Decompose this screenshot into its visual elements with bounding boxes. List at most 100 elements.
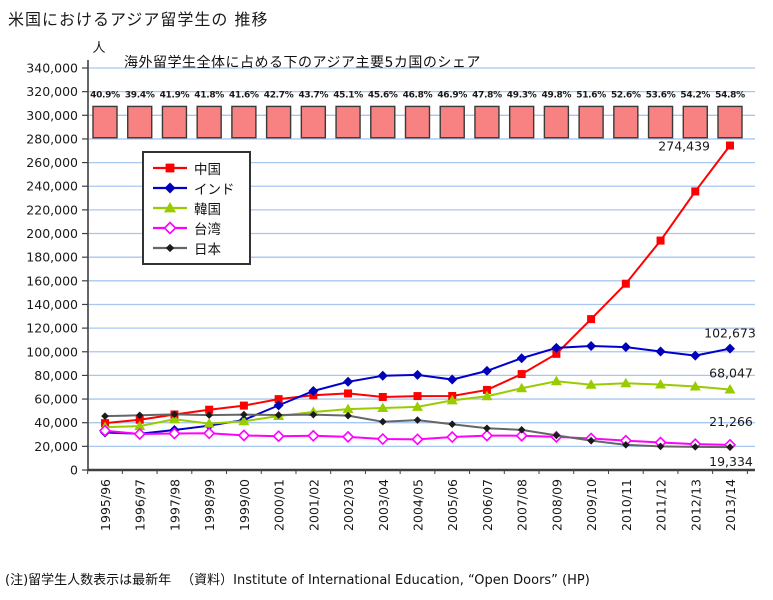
open-diamond-marker-icon xyxy=(376,432,389,446)
triangle-marker-icon xyxy=(655,379,667,389)
share-bar-label: 54.8% xyxy=(715,90,745,100)
legend-item-china: 中国 xyxy=(152,158,240,178)
square-marker-icon xyxy=(726,141,734,150)
square-marker-icon xyxy=(165,163,175,173)
y-tick-label: 80,000 xyxy=(34,368,78,383)
small-diamond-marker-icon xyxy=(622,441,630,449)
small-diamond-marker-icon xyxy=(726,443,734,451)
share-bar-label: 41.9% xyxy=(160,90,190,100)
share-bar-label: 40.9% xyxy=(90,90,120,100)
legend-item-india: インド xyxy=(152,178,240,198)
share-bar xyxy=(439,105,465,139)
share-bar-label: 49.3% xyxy=(507,90,537,100)
square-marker-icon xyxy=(517,370,526,379)
diamond-marker-icon xyxy=(725,343,735,354)
end-value-label-india: 102,673 xyxy=(704,326,756,341)
square-marker-icon xyxy=(135,415,144,424)
square-marker-icon xyxy=(587,315,596,324)
legend-item-korea: 韓国 xyxy=(152,198,240,218)
y-tick-label: 300,000 xyxy=(26,108,78,123)
triangle-marker-icon xyxy=(550,375,562,386)
legend-marker-japan xyxy=(153,243,187,253)
x-tick-label: 1996/97 xyxy=(133,479,148,531)
y-tick-label: 20,000 xyxy=(34,439,78,454)
open-diamond-marker-icon xyxy=(168,427,181,440)
y-tick-label: 140,000 xyxy=(26,297,78,312)
triangle-marker-icon xyxy=(689,380,701,391)
share-bar xyxy=(578,105,604,139)
square-marker-icon xyxy=(691,187,700,196)
share-bar xyxy=(196,105,222,139)
share-bar-label: 53.6% xyxy=(646,90,676,100)
legend-marker-korea xyxy=(153,201,187,213)
share-bar-label: 51.6% xyxy=(576,90,606,100)
x-tick-label: 2001/02 xyxy=(306,479,321,531)
footer-source: （資料）Institute of International Education… xyxy=(181,573,590,588)
share-bar xyxy=(474,105,500,139)
y-tick-label: 260,000 xyxy=(26,155,78,170)
x-tick-label: 2003/04 xyxy=(376,479,391,531)
open-diamond-marker-icon xyxy=(411,433,424,446)
diamond-marker-icon xyxy=(620,342,631,353)
share-bar xyxy=(265,105,292,139)
x-tick-label: 2008/09 xyxy=(549,479,564,531)
share-bar-label: 49.8% xyxy=(542,90,572,100)
triangle-marker-icon xyxy=(163,201,177,213)
share-bar xyxy=(335,105,361,139)
small-diamond-marker-icon xyxy=(240,410,248,419)
share-bar xyxy=(682,105,708,139)
diamond-marker-icon xyxy=(377,370,388,381)
end-value-label-taiwan: 21,266 xyxy=(709,414,753,429)
small-diamond-marker-icon xyxy=(656,442,665,451)
small-diamond-marker-icon xyxy=(170,410,179,419)
small-diamond-marker-icon xyxy=(517,426,526,434)
diamond-marker-icon xyxy=(273,400,284,411)
y-tick-label: 100,000 xyxy=(26,344,78,359)
page-title: 米国におけるアジア留学生の 推移 xyxy=(8,10,269,29)
legend: 中国 インド韓国台湾日本 xyxy=(142,151,251,265)
diamond-marker-icon xyxy=(343,376,354,387)
y-tick-label: 220,000 xyxy=(26,202,78,217)
share-bar-label: 42.7% xyxy=(264,90,294,100)
y-tick-label: 320,000 xyxy=(26,84,78,99)
square-marker-icon xyxy=(552,349,561,358)
legend-label-taiwan: 台湾 xyxy=(194,222,221,238)
share-bar-label: 45.1% xyxy=(333,90,363,100)
legend-marker-china xyxy=(153,163,187,173)
y-axis-unit-label: 人 xyxy=(92,41,105,56)
share-bar xyxy=(647,105,674,139)
square-marker-icon xyxy=(378,392,387,401)
x-tick-label: 2013/14 xyxy=(723,479,738,531)
share-bar-label: 52.6% xyxy=(611,90,641,100)
open-diamond-marker-icon xyxy=(98,424,112,437)
y-tick-label: 340,000 xyxy=(26,61,78,76)
y-tick-label: 0 xyxy=(70,463,78,478)
square-marker-icon xyxy=(344,389,353,398)
end-value-label-korea: 68,047 xyxy=(709,366,753,381)
small-diamond-marker-icon xyxy=(274,411,283,419)
y-tick-label: 60,000 xyxy=(34,392,78,407)
open-diamond-marker-icon xyxy=(480,429,494,442)
open-diamond-marker-icon xyxy=(237,429,251,442)
small-diamond-marker-icon xyxy=(691,443,700,451)
open-diamond-marker-icon xyxy=(341,430,355,444)
legend-label-korea: 韓国 xyxy=(194,202,221,218)
diamond-marker-icon xyxy=(655,346,666,357)
triangle-marker-icon xyxy=(516,382,528,393)
legend-item-japan: 日本 xyxy=(152,238,240,258)
legend-label-china: 中国 xyxy=(194,162,221,178)
legend-label-japan: 日本 xyxy=(194,242,221,258)
x-tick-label: 1998/99 xyxy=(202,479,217,531)
triangle-marker-icon xyxy=(134,420,146,431)
small-diamond-marker-icon xyxy=(587,436,595,445)
y-tick-label: 180,000 xyxy=(26,250,78,265)
share-bar xyxy=(508,105,535,139)
x-tick-label: 2009/10 xyxy=(584,479,599,531)
share-bar xyxy=(300,105,327,139)
triangle-marker-icon xyxy=(585,379,597,389)
share-bar xyxy=(404,105,431,139)
triangle-marker-icon xyxy=(168,413,180,424)
chart-subtitle: 海外留学生全体に占める下のアジア主要5カ国のシェア xyxy=(124,55,481,71)
small-diamond-marker-icon xyxy=(205,411,213,419)
diamond-marker-icon xyxy=(412,369,423,380)
